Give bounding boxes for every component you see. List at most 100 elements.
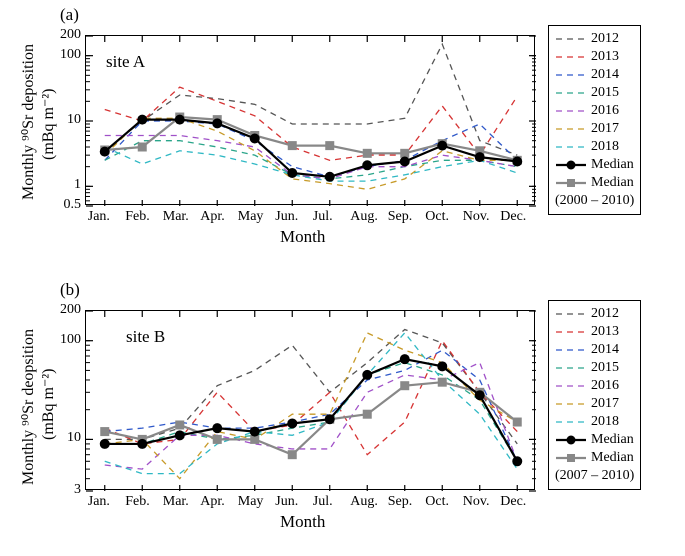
legend-label: 2016	[591, 103, 619, 119]
xtick-label: Jan.	[88, 494, 110, 510]
panel-b-ylabel-2: (mBq m⁻²)	[38, 369, 58, 440]
xtick-label: Oct.	[425, 209, 449, 225]
xtick-label: Apr.	[200, 209, 225, 225]
ytick-label: 100	[41, 332, 81, 348]
ytick-label: 200	[41, 302, 81, 318]
legend-label: Median	[591, 175, 634, 191]
legend-label: 2014	[591, 342, 619, 358]
legend-item-y2014: 2014	[555, 341, 634, 359]
xtick-label: Sep.	[388, 209, 413, 225]
xtick-label: Jul.	[313, 494, 333, 510]
xtick-label: Oct.	[425, 494, 449, 510]
legend-item-y2017: 2017	[555, 395, 634, 413]
legend-label: (2000 – 2010)	[555, 193, 634, 209]
panel-a-site-label: site A	[106, 52, 145, 72]
xtick-label: Dec.	[500, 209, 526, 225]
legend-label: 2018	[591, 414, 619, 430]
legend-swatch	[555, 342, 587, 358]
legend-label: 2015	[591, 85, 619, 101]
legend-swatch	[555, 306, 587, 322]
legend-label: 2017	[591, 121, 619, 137]
xtick-label: Feb.	[125, 494, 150, 510]
legend-item-median_past-sub: (2000 – 2010)	[555, 192, 634, 210]
legend-swatch	[555, 414, 587, 430]
xtick-label: Jun.	[275, 209, 298, 225]
panel-a-legend: 201220132014 2015 2016 2017 2018 Median Median…	[548, 25, 641, 215]
legend-label: 2018	[591, 139, 619, 155]
ytick-label: 0.5	[41, 197, 81, 213]
figure-container: (a) Monthly ⁹⁰Sr deposition (mBq m⁻²) si…	[0, 0, 685, 556]
legend-item-y2012: 2012	[555, 305, 634, 323]
legend-label: Median	[591, 157, 634, 173]
legend-swatch	[555, 378, 587, 394]
legend-item-median_past-sub: (2007 – 2010)	[555, 467, 634, 485]
panel-a-svg	[86, 36, 536, 206]
legend-item-y2013: 2013	[555, 323, 634, 341]
legend-label: 2012	[591, 306, 619, 322]
xtick-label: Mar.	[163, 209, 189, 225]
xtick-label: May	[238, 209, 264, 225]
panel-b-site-label: site B	[126, 327, 165, 347]
xtick-label: Nov.	[463, 209, 490, 225]
legend-item-y2015: 2015	[555, 84, 634, 102]
legend-item-y2015: 2015	[555, 359, 634, 377]
legend-item-y2016: 2016	[555, 102, 634, 120]
legend-label: 2012	[591, 31, 619, 47]
panel-b: (b) Monthly ⁹⁰Sr deopsition (mBq m⁻²) si…	[0, 280, 685, 550]
ytick-label: 10	[41, 430, 81, 446]
xtick-label: Nov.	[463, 494, 490, 510]
legend-swatch	[555, 450, 587, 466]
legend-label: Median	[591, 450, 634, 466]
legend-swatch	[555, 396, 587, 412]
legend-label: 2014	[591, 67, 619, 83]
legend-item-y2013: 2013	[555, 48, 634, 66]
legend-label: 2017	[591, 396, 619, 412]
legend-item-y2017: 2017	[555, 120, 634, 138]
panel-a-xlabel: Month	[280, 227, 325, 247]
xtick-label: Jul.	[313, 209, 333, 225]
xtick-label: Apr.	[200, 494, 225, 510]
legend-item-y2018: 2018	[555, 138, 634, 156]
legend-swatch	[555, 85, 587, 101]
legend-swatch	[555, 432, 587, 448]
ytick-label: 100	[41, 47, 81, 63]
legend-label: Median	[591, 432, 634, 448]
legend-swatch	[555, 103, 587, 119]
legend-label: (2007 – 2010)	[555, 468, 634, 484]
legend-swatch	[555, 360, 587, 376]
legend-item-y2018: 2018	[555, 413, 634, 431]
xtick-label: Sep.	[388, 494, 413, 510]
panel-a-label: (a)	[60, 5, 79, 25]
xtick-label: Feb.	[125, 209, 150, 225]
panel-a-ylabel-1: Monthly ⁹⁰Sr deposition	[18, 44, 38, 200]
xtick-label: Aug.	[350, 494, 378, 510]
xtick-label: May	[238, 494, 264, 510]
legend-swatch	[555, 157, 587, 173]
legend-swatch	[555, 121, 587, 137]
xtick-label: Mar.	[163, 494, 189, 510]
legend-label: 2013	[591, 324, 619, 340]
legend-label: 2016	[591, 378, 619, 394]
legend-item-y2012: 2012	[555, 30, 634, 48]
panel-b-xlabel: Month	[280, 512, 325, 532]
legend-swatch	[555, 67, 587, 83]
panel-a: (a) Monthly ⁹⁰Sr deposition (mBq m⁻²) si…	[0, 5, 685, 270]
xtick-label: Jun.	[275, 494, 298, 510]
legend-swatch	[555, 49, 587, 65]
xtick-label: Dec.	[500, 494, 526, 510]
legend-item-median_past: Median	[555, 449, 634, 467]
panel-a-plot-area: site A	[85, 35, 535, 205]
ytick-label: 3	[41, 482, 81, 498]
legend-swatch	[555, 139, 587, 155]
legend-swatch	[555, 31, 587, 47]
panel-b-ylabel-1: Monthly ⁹⁰Sr deopsition	[18, 329, 38, 485]
legend-item-median_past: Median	[555, 174, 634, 192]
xtick-label: Jan.	[88, 209, 110, 225]
panel-b-legend: 2012 2013 2014 2015 2016 2017 2018 Median Median…	[548, 300, 641, 490]
ytick-label: 200	[41, 27, 81, 43]
xtick-label: Aug.	[350, 209, 378, 225]
legend-label: 2015	[591, 360, 619, 376]
panel-b-label: (b)	[60, 280, 80, 300]
panel-b-plot-area: site B	[85, 310, 535, 490]
legend-item-median: Median	[555, 431, 634, 449]
